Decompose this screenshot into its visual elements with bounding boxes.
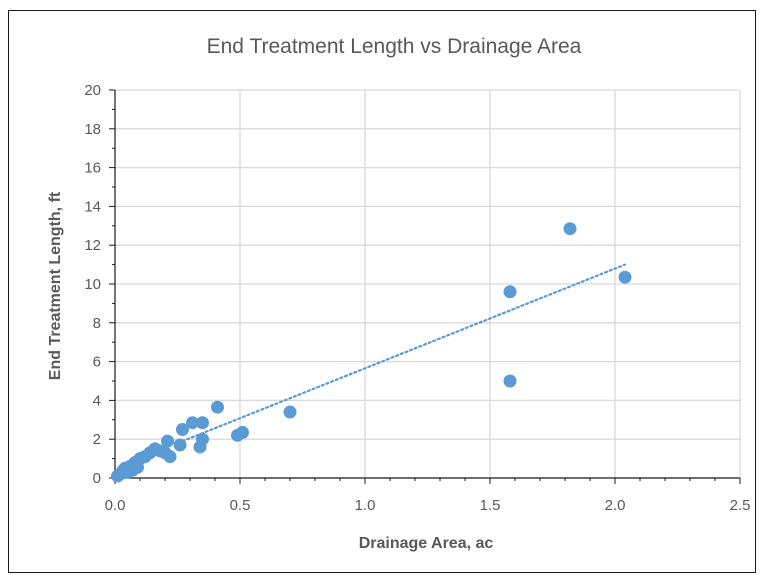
y-tick-label: 4 [93,392,101,409]
x-tick-label: 0.5 [230,497,251,514]
y-tick-label: 8 [93,315,101,332]
data-point [503,285,517,299]
data-point [283,405,297,419]
linear-trendline [181,263,627,443]
data-point [196,416,209,430]
x-tick-label: 0.0 [105,497,126,514]
trendline-group [181,263,627,443]
y-tick-label: 0 [93,470,101,487]
y-axis-label: End Treatment Length, ft [47,191,64,380]
data-point [211,400,224,414]
y-tick-label: 20 [84,82,101,99]
chart-frame [8,10,756,573]
data-point [196,432,209,446]
x-tick-label: 1.0 [355,497,376,514]
x-axis-label: Drainage Area, ac [359,535,494,552]
y-tick-label: 10 [84,276,101,293]
gridlines [115,89,741,478]
data-point [161,434,174,448]
y-tick-label: 18 [84,121,101,138]
data-point [618,270,632,284]
data-points [111,222,632,483]
y-tick-label: 6 [93,354,101,371]
x-tick-label: 2.5 [730,497,751,514]
data-point [176,423,189,436]
axes [109,89,741,484]
y-tick-label: 14 [84,198,101,215]
data-point [563,222,577,236]
x-tick-label: 1.5 [480,497,501,514]
y-tick-label: 16 [84,160,101,177]
data-point [186,416,199,430]
chart-title: End Treatment Length vs Drainage Area [207,35,582,58]
data-point [236,425,249,439]
data-point [173,438,187,452]
y-tick-label: 12 [84,237,101,254]
data-point [503,374,517,388]
data-point [163,450,177,464]
x-tick-label: 2.0 [605,497,626,514]
tick-labels: 0 2 4 6 8 10 12 14 16 18 20 0.0 0.5 1.0 1.5 2.0 2.5 [84,82,750,514]
y-tick-label: 2 [93,431,101,448]
